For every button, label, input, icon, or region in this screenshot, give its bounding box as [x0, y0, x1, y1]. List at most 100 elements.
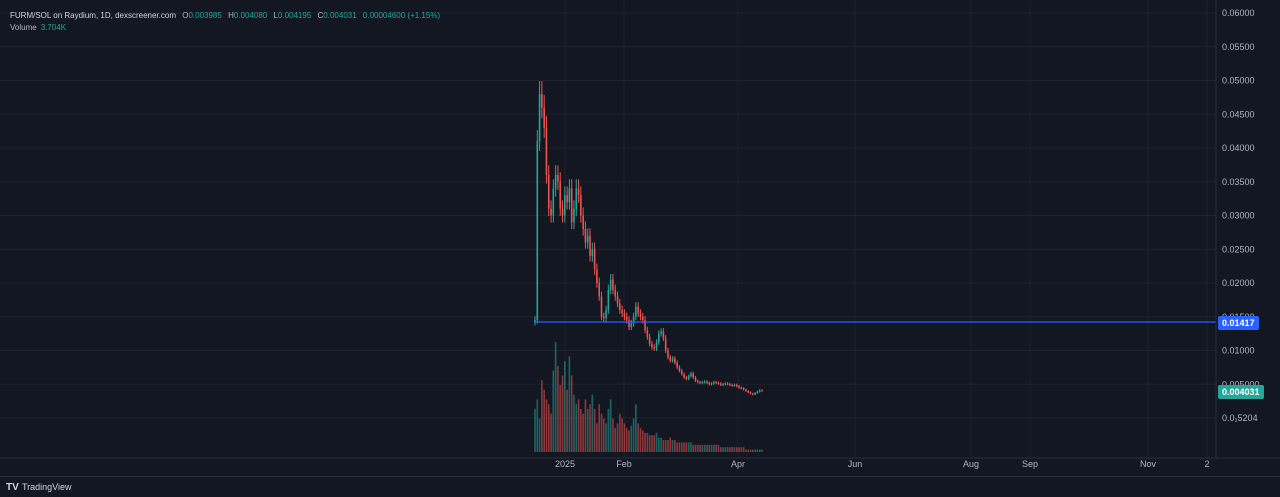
y-tick-label: 0.06000: [1222, 8, 1255, 18]
volume-bar: [735, 447, 738, 452]
candle-body: [745, 389, 747, 391]
volume-bar: [761, 449, 763, 452]
volume-value: 3.704K: [40, 23, 67, 32]
volume-bar: [667, 440, 669, 452]
candle-body: [612, 279, 614, 290]
volume-bar: [639, 428, 642, 452]
volume-bar: [573, 394, 575, 452]
candle-body: [635, 306, 637, 317]
volume-bar: [745, 449, 747, 452]
volume-bars: [534, 342, 763, 452]
volume-bar: [713, 444, 715, 452]
volume-bar: [582, 413, 584, 452]
candle-body: [575, 188, 578, 209]
y-tick-label: 0.05500: [1222, 42, 1255, 52]
candle-body: [577, 188, 580, 196]
candle-body: [713, 382, 715, 384]
candle-body: [694, 377, 697, 381]
volume-bar: [756, 449, 759, 452]
volume-bar: [706, 444, 708, 452]
candle-body: [752, 393, 754, 395]
x-tick-label: Aug: [963, 459, 979, 469]
volume-bar: [658, 437, 660, 452]
y-tick-label: 0.03500: [1222, 177, 1255, 187]
volume-bar: [543, 389, 545, 452]
candle-body: [710, 383, 713, 385]
candle-body: [653, 347, 656, 349]
ohlc-row: FURM/SOL on Raydium, 1D, dexscreener.com…: [10, 10, 440, 22]
candle-body: [699, 382, 701, 384]
volume-bar: [754, 449, 756, 452]
candle-body: [667, 350, 669, 358]
candle-body: [559, 181, 562, 209]
volume-bar: [701, 444, 704, 452]
candle-body: [609, 279, 612, 290]
volume-bar: [616, 423, 619, 452]
candle-body: [621, 310, 623, 314]
volume-bar: [591, 394, 594, 452]
candle-body: [561, 208, 564, 216]
high-value: 0.004080: [233, 11, 268, 20]
volume-bar: [614, 428, 617, 452]
volume-bar: [593, 408, 596, 452]
volume-bar: [621, 418, 623, 452]
volume-bar: [596, 423, 598, 452]
candle-body: [733, 384, 736, 386]
volume-bar: [538, 418, 541, 452]
volume-bar: [715, 444, 717, 452]
volume-bar: [598, 404, 601, 452]
candle-body: [616, 296, 619, 304]
candles: [534, 81, 763, 396]
y-tick-label: 0.03000: [1222, 211, 1255, 221]
close-label: C: [317, 11, 324, 20]
volume-bar: [580, 408, 582, 452]
time-axis: 2025 Feb Apr Jun Aug Sep Nov 2: [555, 459, 1210, 469]
candle-body: [536, 141, 539, 321]
volume-bar: [630, 425, 633, 452]
candle-body: [582, 215, 584, 229]
hline-price-tag: 0.01417: [1218, 316, 1259, 330]
candle-body: [598, 283, 601, 297]
volume-bar: [758, 449, 761, 452]
candle-body: [658, 333, 660, 343]
volume-row: Volume 3.704K: [10, 22, 440, 34]
candle-body: [726, 383, 729, 385]
volume-bar: [731, 447, 733, 452]
candle-body: [687, 376, 690, 379]
price-chart[interactable]: 0.06000 0.05500 0.05000 0.04500 0.04000 0.035…: [0, 0, 1280, 476]
x-tick-label: Nov: [1140, 459, 1157, 469]
volume-bar: [653, 435, 656, 452]
low-value: 0.004195: [277, 11, 312, 20]
candle-body: [678, 367, 681, 371]
candle-body: [607, 289, 610, 310]
candle-body: [570, 188, 573, 223]
volume-bar: [740, 447, 743, 452]
candle-body: [596, 269, 598, 283]
candle-body: [683, 374, 685, 378]
candle-body: [690, 373, 692, 377]
candle-body: [593, 249, 596, 270]
y-tick-label: 0.01000: [1222, 346, 1255, 356]
volume-bar: [669, 437, 672, 452]
candle-body: [742, 388, 745, 390]
candle-body: [731, 384, 733, 386]
candle-body: [623, 313, 626, 317]
candle-body: [756, 391, 759, 394]
volume-bar: [726, 447, 729, 452]
volume-bar: [602, 418, 605, 452]
candle-body: [729, 384, 731, 386]
candle-body: [554, 175, 557, 189]
candle-body: [614, 289, 617, 297]
volume-bar: [635, 404, 637, 452]
volume-bar: [628, 430, 630, 452]
volume-bar: [655, 432, 658, 452]
volume-bar: [619, 413, 621, 452]
y-tick-label: 0.0₁5204: [1222, 413, 1258, 423]
candle-body: [538, 94, 541, 142]
volume-bar: [566, 389, 568, 452]
candle-body: [749, 392, 752, 394]
candle-body: [552, 188, 555, 216]
volume-bar: [752, 449, 754, 452]
brand-label: TradingView: [22, 482, 72, 492]
volume-bar: [547, 404, 550, 452]
